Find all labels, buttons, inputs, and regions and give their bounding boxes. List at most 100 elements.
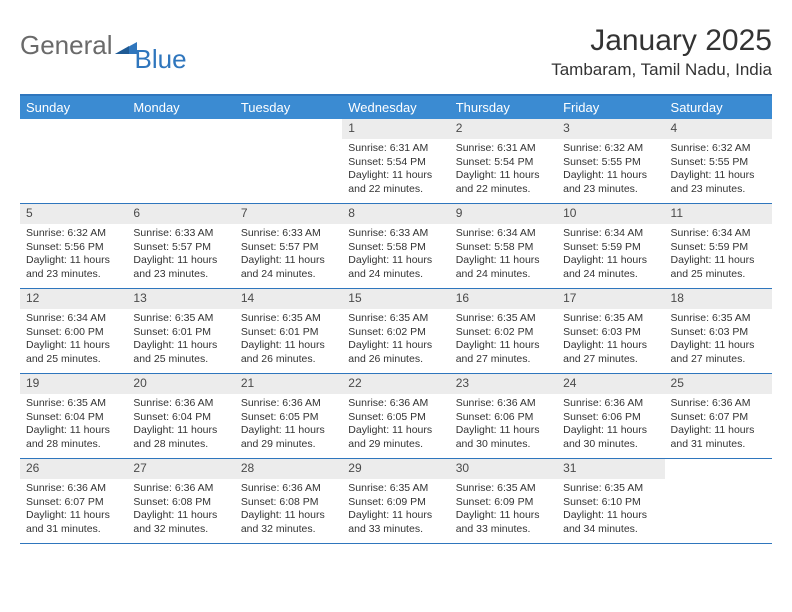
sunrise-text: Sunrise: 6:34 AM (26, 312, 121, 326)
sunrise-text: Sunrise: 6:36 AM (133, 397, 228, 411)
daylight-text: Daylight: 11 hours and 33 minutes. (456, 509, 551, 536)
sunset-text: Sunset: 5:55 PM (563, 156, 658, 170)
daylight-text: Daylight: 11 hours and 25 minutes. (671, 254, 766, 281)
day-cell: 4Sunrise: 6:32 AMSunset: 5:55 PMDaylight… (665, 119, 772, 203)
day-info: Sunrise: 6:36 AMSunset: 6:04 PMDaylight:… (127, 394, 234, 458)
day-cell: 16Sunrise: 6:35 AMSunset: 6:02 PMDayligh… (450, 289, 557, 373)
month-title: January 2025 (551, 24, 772, 58)
daylight-text: Daylight: 11 hours and 30 minutes. (563, 424, 658, 451)
sunset-text: Sunset: 6:01 PM (133, 326, 228, 340)
day-info: Sunrise: 6:32 AMSunset: 5:55 PMDaylight:… (665, 139, 772, 203)
day-info: Sunrise: 6:36 AMSunset: 6:06 PMDaylight:… (450, 394, 557, 458)
daylight-text: Daylight: 11 hours and 26 minutes. (348, 339, 443, 366)
day-info: Sunrise: 6:35 AMSunset: 6:02 PMDaylight:… (342, 309, 449, 373)
day-number (665, 459, 772, 479)
sunrise-text: Sunrise: 6:35 AM (26, 397, 121, 411)
sunset-text: Sunset: 6:08 PM (241, 496, 336, 510)
sunset-text: Sunset: 6:06 PM (456, 411, 551, 425)
sunrise-text: Sunrise: 6:31 AM (348, 142, 443, 156)
sunset-text: Sunset: 6:03 PM (671, 326, 766, 340)
day-number: 4 (665, 119, 772, 139)
day-number: 31 (557, 459, 664, 479)
day-cell: 23Sunrise: 6:36 AMSunset: 6:06 PMDayligh… (450, 374, 557, 458)
daylight-text: Daylight: 11 hours and 24 minutes. (348, 254, 443, 281)
daylight-text: Daylight: 11 hours and 24 minutes. (456, 254, 551, 281)
day-info: Sunrise: 6:31 AMSunset: 5:54 PMDaylight:… (450, 139, 557, 203)
logo-word1: General (20, 30, 113, 61)
day-number: 23 (450, 374, 557, 394)
week-row: 5Sunrise: 6:32 AMSunset: 5:56 PMDaylight… (20, 204, 772, 289)
day-number: 11 (665, 204, 772, 224)
sunrise-text: Sunrise: 6:33 AM (348, 227, 443, 241)
day-number: 21 (235, 374, 342, 394)
day-number: 5 (20, 204, 127, 224)
daylight-text: Daylight: 11 hours and 34 minutes. (563, 509, 658, 536)
day-info: Sunrise: 6:35 AMSunset: 6:03 PMDaylight:… (665, 309, 772, 373)
sunset-text: Sunset: 6:09 PM (348, 496, 443, 510)
day-number: 29 (342, 459, 449, 479)
sunrise-text: Sunrise: 6:36 AM (348, 397, 443, 411)
sunrise-text: Sunrise: 6:34 AM (671, 227, 766, 241)
logo-mark-icon (115, 36, 137, 59)
day-header: Sunday (20, 96, 127, 119)
day-cell: 8Sunrise: 6:33 AMSunset: 5:58 PMDaylight… (342, 204, 449, 288)
sunrise-text: Sunrise: 6:36 AM (563, 397, 658, 411)
sunset-text: Sunset: 6:00 PM (26, 326, 121, 340)
sunset-text: Sunset: 5:59 PM (563, 241, 658, 255)
daylight-text: Daylight: 11 hours and 27 minutes. (456, 339, 551, 366)
sunrise-text: Sunrise: 6:33 AM (241, 227, 336, 241)
sunset-text: Sunset: 6:04 PM (133, 411, 228, 425)
day-info: Sunrise: 6:34 AMSunset: 5:59 PMDaylight:… (557, 224, 664, 288)
daylight-text: Daylight: 11 hours and 30 minutes. (456, 424, 551, 451)
sunrise-text: Sunrise: 6:35 AM (456, 482, 551, 496)
day-info: Sunrise: 6:33 AMSunset: 5:57 PMDaylight:… (235, 224, 342, 288)
sunset-text: Sunset: 6:07 PM (671, 411, 766, 425)
daylight-text: Daylight: 11 hours and 23 minutes. (26, 254, 121, 281)
day-info: Sunrise: 6:36 AMSunset: 6:05 PMDaylight:… (235, 394, 342, 458)
sunrise-text: Sunrise: 6:35 AM (348, 482, 443, 496)
day-number: 10 (557, 204, 664, 224)
day-number: 6 (127, 204, 234, 224)
calendar: Sunday Monday Tuesday Wednesday Thursday… (20, 94, 772, 544)
sunrise-text: Sunrise: 6:36 AM (26, 482, 121, 496)
day-number: 18 (665, 289, 772, 309)
daylight-text: Daylight: 11 hours and 22 minutes. (348, 169, 443, 196)
sunrise-text: Sunrise: 6:35 AM (563, 482, 658, 496)
day-info: Sunrise: 6:33 AMSunset: 5:58 PMDaylight:… (342, 224, 449, 288)
day-number: 27 (127, 459, 234, 479)
day-info: Sunrise: 6:36 AMSunset: 6:08 PMDaylight:… (127, 479, 234, 543)
day-number: 17 (557, 289, 664, 309)
day-number: 7 (235, 204, 342, 224)
day-info: Sunrise: 6:35 AMSunset: 6:09 PMDaylight:… (450, 479, 557, 543)
day-cell: 7Sunrise: 6:33 AMSunset: 5:57 PMDaylight… (235, 204, 342, 288)
sunset-text: Sunset: 5:57 PM (133, 241, 228, 255)
daylight-text: Daylight: 11 hours and 24 minutes. (563, 254, 658, 281)
day-info: Sunrise: 6:34 AMSunset: 6:00 PMDaylight:… (20, 309, 127, 373)
sunset-text: Sunset: 6:01 PM (241, 326, 336, 340)
sunrise-text: Sunrise: 6:36 AM (241, 482, 336, 496)
sunset-text: Sunset: 5:54 PM (348, 156, 443, 170)
day-header: Tuesday (235, 96, 342, 119)
day-cell: 1 Sunrise: 6:31 AMSunset: 5:54 PMDaylight… (342, 119, 449, 203)
day-cell (20, 119, 127, 203)
day-cell: 15Sunrise: 6:35 AMSunset: 6:02 PMDayligh… (342, 289, 449, 373)
daylight-text: Daylight: 11 hours and 29 minutes. (241, 424, 336, 451)
day-header: Thursday (450, 96, 557, 119)
day-cell: 21Sunrise: 6:36 AMSunset: 6:05 PMDayligh… (235, 374, 342, 458)
day-number: 1 (342, 119, 449, 139)
day-number: 22 (342, 374, 449, 394)
day-cell: 5Sunrise: 6:32 AMSunset: 5:56 PMDaylight… (20, 204, 127, 288)
sunrise-text: Sunrise: 6:35 AM (456, 312, 551, 326)
day-cell (665, 459, 772, 543)
sunset-text: Sunset: 6:09 PM (456, 496, 551, 510)
sunset-text: Sunset: 6:05 PM (241, 411, 336, 425)
sunrise-text: Sunrise: 6:32 AM (26, 227, 121, 241)
day-number: 26 (20, 459, 127, 479)
daylight-text: Daylight: 11 hours and 23 minutes. (671, 169, 766, 196)
sunrise-text: Sunrise: 6:36 AM (133, 482, 228, 496)
daylight-text: Daylight: 11 hours and 27 minutes. (671, 339, 766, 366)
day-number (235, 119, 342, 139)
day-header: Monday (127, 96, 234, 119)
day-cell: 2Sunrise: 6:31 AMSunset: 5:54 PMDaylight… (450, 119, 557, 203)
day-info: Sunrise: 6:35 AMSunset: 6:01 PMDaylight:… (235, 309, 342, 373)
